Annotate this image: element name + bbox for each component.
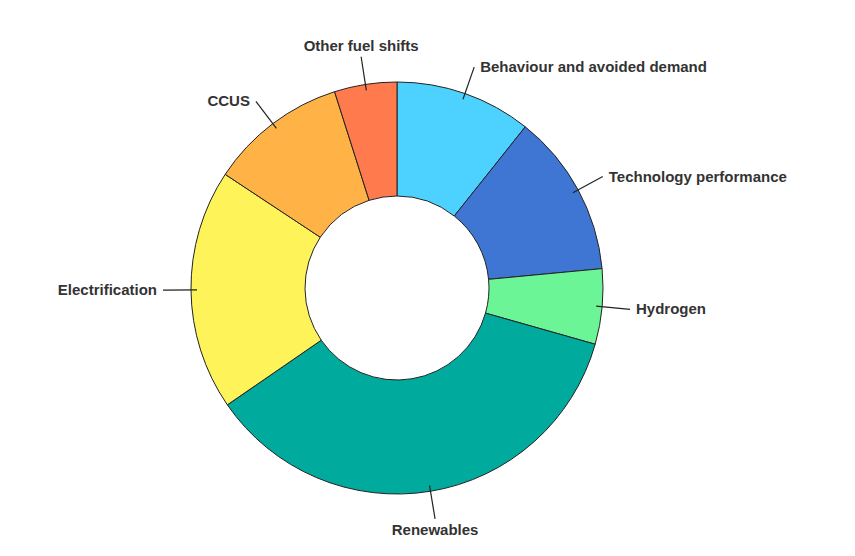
leader-line <box>256 101 276 128</box>
leader-line <box>430 485 436 519</box>
slice <box>454 127 602 280</box>
leader-line <box>573 177 603 193</box>
slices <box>191 82 603 494</box>
slice <box>335 82 397 200</box>
slice-label: Renewables <box>392 521 479 538</box>
slice-label: Behaviour and avoided demand <box>480 58 707 75</box>
leader-line <box>596 306 630 309</box>
leader-line <box>361 57 366 91</box>
leader-line <box>163 289 197 291</box>
slice-label: CCUS <box>207 92 250 109</box>
slice-label: Electrification <box>58 281 157 298</box>
slice-label: Hydrogen <box>636 300 706 317</box>
slice-label: Other fuel shifts <box>304 37 419 54</box>
labels: Behaviour and avoided demand Technology p… <box>58 37 787 538</box>
leader-line <box>463 67 474 99</box>
chart: Behaviour and avoided demand Technology p… <box>0 0 855 556</box>
donut: Behaviour and avoided demand Technology p… <box>58 37 787 538</box>
slice-label: Technology performance <box>609 168 787 185</box>
